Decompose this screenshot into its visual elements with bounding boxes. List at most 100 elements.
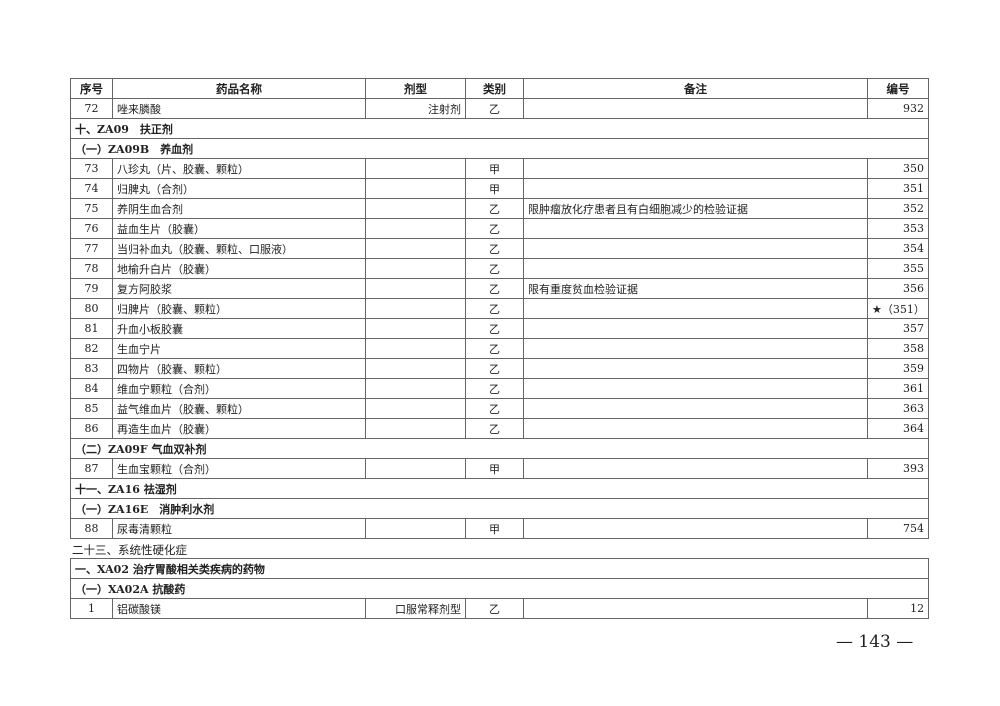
section-title: （一）XA02A 抗酸药 [69,578,930,599]
section-title: 十一、ZA16 祛湿剂 [70,478,929,499]
cell-category: 甲 [465,178,524,199]
cell-note [523,258,868,279]
cell-name: 四物片（胶囊、颗粒） [112,358,366,379]
header-code: 编号 [867,78,929,99]
table1-body: 72 唑来膦酸 注射剂乙 932 十、ZA09 扶正剂 （一）ZA09B 养血剂 73 八珍丸… [70,98,929,539]
cell-code: 359 [867,358,929,379]
cell-code: 363 [867,398,929,419]
table-row: 72 唑来膦酸 注射剂乙 932 [70,98,929,119]
cell-note [523,158,868,179]
section-row: 十、ZA09 扶正剂 [70,118,929,139]
cell-no: 77 [70,238,113,259]
cell-form [365,178,466,199]
section-row: （一）ZA09B 养血剂 [70,138,929,159]
cell-note [523,238,868,259]
cell-category: 甲 [465,158,524,179]
cell-no: 73 [70,158,113,179]
cell-code: 932 [867,98,929,119]
cell-note [523,98,868,119]
cell-form [365,518,466,539]
cell-no: 78 [70,258,113,279]
cell-name: 再造生血片（胶囊） [112,418,366,439]
table-row: 83 四物片（胶囊、颗粒） 乙 359 [70,358,929,379]
table-row: 84 维血宁颗粒（合剂） 乙 361 [70,378,929,399]
cell-category: 乙 [465,98,524,119]
cell-form [365,198,466,219]
cell-form [365,398,466,419]
cell-form [365,338,466,359]
cell-category: 乙 [465,338,524,359]
cell-name: 生血宝颗粒（合剂） [112,458,366,479]
cell-code: 350 [867,158,929,179]
cell-note: 限有重度贫血检验证据 [523,278,868,299]
cell-no: 87 [70,458,113,479]
cell-category: 乙 [465,258,524,279]
cell-note [523,378,868,399]
cell-name: 益气维血片（胶囊、颗粒） [112,398,366,419]
cell-name: 生血宁片 [112,338,366,359]
table-row: 82 生血宁片 乙 358 [70,338,929,359]
cell-name: 复方阿胶浆 [112,278,366,299]
cell-note [523,218,868,239]
cell-code: 364 [867,418,929,439]
cell-code: 12 [866,598,930,619]
cell-note [523,358,868,379]
cell-code: 357 [867,318,929,339]
section-title: （一）ZA16E 消肿利水剂 [70,498,929,519]
drug-table: 序号 药品名称 剂型 类别 备注 编号 72 唑来膦酸 注射剂乙 932 十、ZA09 … [70,78,929,539]
cell-category: 乙 [465,398,524,419]
table-row: 85 益气维血片（胶囊、颗粒） 乙 363 [70,398,929,419]
header-note: 备注 [523,78,868,99]
cell-code: 354 [867,238,929,259]
cell-category: 乙 [465,418,524,439]
section-row: 一、XA02 治疗胃酸相关类疾病的药物 [69,558,930,579]
cell-note [523,418,868,439]
cell-category: 甲 [465,458,524,479]
table-row: 75 养阴生血合剂 乙限肿瘤放化疗患者且有白细胞减少的检验证据 352 [70,198,929,219]
cell-category: 乙 [465,318,524,339]
cell-note [523,518,868,539]
cell-note [523,458,868,479]
section-title: 一、XA02 治疗胃酸相关类疾病的药物 [69,558,930,579]
header-category: 类别 [465,78,524,99]
cell-no: 72 [70,98,113,119]
cell-form: 注射剂 [365,98,466,119]
table-row: 76 益血生片（胶囊） 乙 353 [70,218,929,239]
cell-note [523,338,868,359]
cell-note [523,598,868,619]
table-row: 74 归脾丸（合剂） 甲 351 [70,178,929,199]
section-title: （二）ZA09F 气血双补剂 [70,438,929,459]
table-row: 79 复方阿胶浆 乙限有重度贫血检验证据 356 [70,278,929,299]
cell-code: 353 [867,218,929,239]
cell-note [523,318,868,339]
cell-name: 维血宁颗粒（合剂） [112,378,366,399]
cell-form [365,358,466,379]
cell-no: 76 [70,218,113,239]
cell-note [523,178,868,199]
cell-category: 乙 [465,218,524,239]
cell-form [365,218,466,239]
table-header: 序号 药品名称 剂型 类别 备注 编号 [70,78,929,99]
cell-category: 乙 [465,598,524,619]
cell-code: 352 [867,198,929,219]
cell-form [365,158,466,179]
cell-code: 361 [867,378,929,399]
section-row: 十一、ZA16 祛湿剂 [70,478,929,499]
cell-code: ★（351） [867,298,929,319]
cell-no: 84 [70,378,113,399]
cell-form [365,418,466,439]
table-row: 78 地榆升白片（胶囊） 乙 355 [70,258,929,279]
section-row: （二）ZA09F 气血双补剂 [70,438,929,459]
cell-name: 唑来膦酸 [112,98,366,119]
cell-name: 地榆升白片（胶囊） [112,258,366,279]
table-row: 86 再造生血片（胶囊） 乙 364 [70,418,929,439]
cell-name: 归脾丸（合剂） [112,178,366,199]
section-heading: 二十三、系统性硬化症 [72,543,187,557]
cell-form [365,298,466,319]
cell-name: 益血生片（胶囊） [112,218,366,239]
cell-name: 升血小板胶囊 [112,318,366,339]
cell-category: 乙 [465,238,524,259]
header-no: 序号 [70,78,113,99]
cell-form [365,238,466,259]
cell-no: 81 [70,318,113,339]
